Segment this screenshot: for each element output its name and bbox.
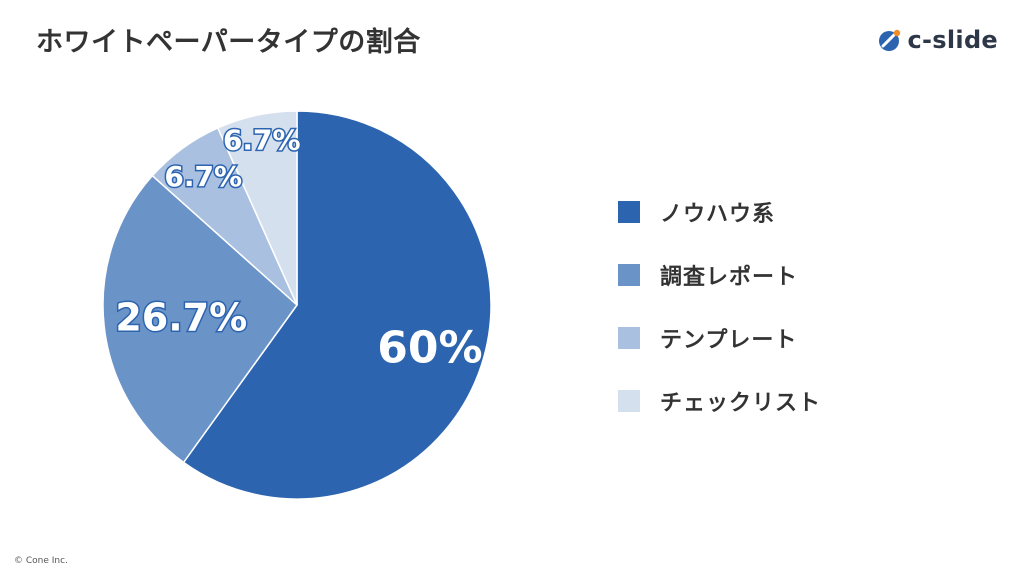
c-slide-logo-icon (878, 29, 900, 51)
legend-swatch (618, 200, 640, 223)
legend-item: テンプレート (618, 316, 821, 359)
legend-item: チェックリスト (618, 379, 821, 422)
copyright-text: © Cone Inc. (14, 556, 68, 566)
page-title: ホワイトペーパータイプの割合 (36, 27, 421, 58)
slice-value-label: 6.7% (164, 160, 242, 193)
pie-slice-4 (216, 110, 298, 306)
legend-item: ノウハウ系 (618, 190, 821, 233)
legend-label: ノウハウ系 (660, 201, 776, 227)
pie-slice-1 (182, 110, 492, 500)
legend-label: テンプレート (660, 327, 798, 353)
chart-legend: ノウハウ系調査レポート テンプレート チェックリスト (618, 190, 821, 442)
legend-item: 調査レポート (618, 253, 821, 296)
slice-value-label: 26.7% (115, 296, 247, 340)
slice-value-label: 60% (377, 322, 482, 373)
pie-slice-2 (102, 174, 299, 464)
logo-text: c-slide (907, 26, 998, 54)
legend-swatch (618, 263, 640, 286)
brand-logo: c-slide (878, 26, 998, 54)
legend-swatch (618, 326, 640, 349)
legend-swatch (618, 389, 640, 412)
legend-label: チェックリスト (660, 390, 822, 416)
slice-value-label: 6.7% (223, 123, 301, 156)
legend-label: 調査レポート (660, 264, 799, 290)
